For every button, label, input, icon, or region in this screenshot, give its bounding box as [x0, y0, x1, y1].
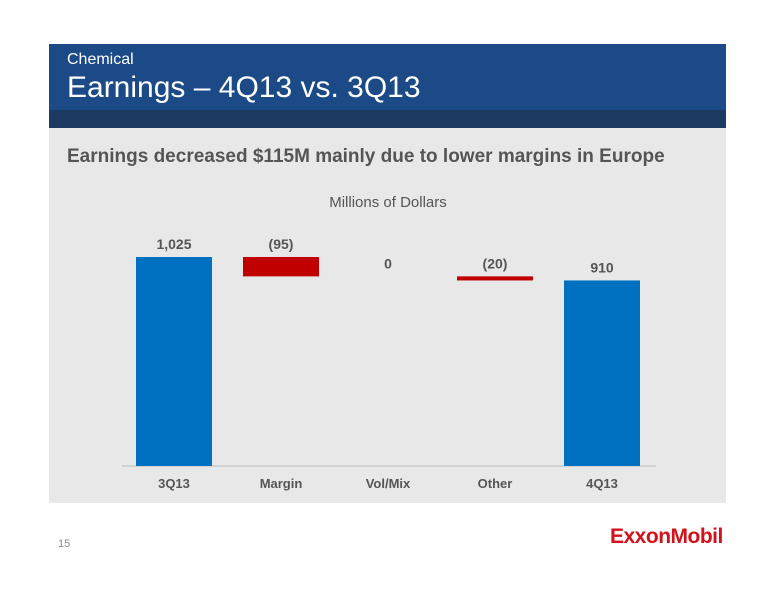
page-number: 15	[58, 538, 71, 550]
x-tick-label-margin: Margin	[260, 476, 303, 491]
data-label-vol-mix: 0	[384, 255, 392, 271]
bar-other	[457, 276, 533, 281]
bar-4q13	[564, 280, 640, 466]
x-tick-label-vol-mix: Vol/Mix	[366, 476, 411, 491]
slide-title: Earnings – 4Q13 vs. 3Q13	[67, 71, 421, 104]
chart-title: Millions of Dollars	[329, 194, 447, 211]
exxonmobil-logo: ExxonMobil	[610, 525, 723, 548]
headline: Earnings decreased $115M mainly due to l…	[67, 146, 665, 167]
bar-3q13	[136, 257, 212, 466]
x-tick-label-4q13: 4Q13	[586, 476, 618, 491]
slide-subtitle: Chemical	[67, 51, 134, 68]
slide-header: Chemical Earnings – 4Q13 vs. 3Q13	[49, 44, 726, 110]
chart-marks: 1,025 3Q13 (95) Margin 0 Vol/Mix (20) Other 910 4…	[136, 236, 640, 491]
data-label-margin: (95)	[269, 236, 294, 252]
x-tick-label-3q13: 3Q13	[158, 476, 190, 491]
x-tick-label-other: Other	[478, 476, 513, 491]
data-label-3q13: 1,025	[156, 236, 191, 252]
bar-margin	[243, 257, 319, 277]
data-label-4q13: 910	[590, 259, 614, 275]
data-label-other: (20)	[483, 255, 508, 271]
header-strip	[49, 110, 726, 128]
